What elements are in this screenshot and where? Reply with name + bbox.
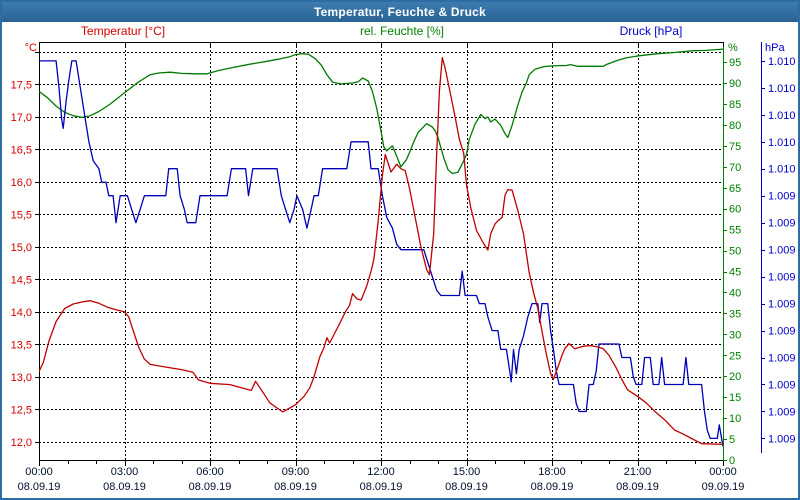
legend-humidity: rel. Feuchte [%] xyxy=(360,24,444,38)
axis-ticks xyxy=(35,42,765,466)
celsius-axis-unit: °C xyxy=(25,42,37,54)
humidity-tick-label: 0 xyxy=(729,455,735,467)
time-label: 12:00 xyxy=(367,466,395,478)
pressure-tick-label: 1.009 xyxy=(768,433,796,445)
date-label: 08.09.19 xyxy=(531,481,574,493)
hpa-axis-unit: hPa xyxy=(765,42,785,54)
time-label: 09:00 xyxy=(282,466,310,478)
time-label: 06:00 xyxy=(196,466,224,478)
humidity-tick-label: 55 xyxy=(729,225,741,237)
temp-tick-label: 15,0 xyxy=(11,242,32,254)
pressure-tick-label: 1.009 xyxy=(768,245,796,257)
temp-tick-label: 12,0 xyxy=(11,437,32,449)
humidity-tick-label: 45 xyxy=(729,267,741,279)
time-label: 15:00 xyxy=(453,466,481,478)
temp-tick-label: 14,5 xyxy=(11,274,32,286)
humidity-tick-label: 80 xyxy=(729,120,741,132)
humidity-tick-label: 25 xyxy=(729,350,741,362)
temp-tick-label: 13,0 xyxy=(11,372,32,384)
window-title: Temperatur, Feuchte & Druck xyxy=(314,5,486,19)
temp-tick-label: 15,5 xyxy=(11,209,32,221)
humidity-tick-label: 5 xyxy=(729,434,735,446)
pressure-tick-label: 1.009 xyxy=(768,191,796,203)
date-label: 09.09.19 xyxy=(702,481,745,493)
time-label: 00:00 xyxy=(25,466,53,478)
humidity-tick-label: 20 xyxy=(729,371,741,383)
date-label: 08.09.19 xyxy=(189,481,232,493)
pressure-tick-label: 1.010 xyxy=(768,83,796,95)
humidity-tick-label: 70 xyxy=(729,162,741,174)
date-label: 08.09.19 xyxy=(616,481,659,493)
temp-tick-label: 12,5 xyxy=(11,404,32,416)
temp-tick-label: 14,0 xyxy=(11,307,32,319)
humidity-tick-label: 75 xyxy=(729,141,741,153)
legend-temperature: Temperatur [°C] xyxy=(81,24,165,38)
window-title-bar[interactable]: Temperatur, Feuchte & Druck xyxy=(2,2,798,22)
time-label: 21:00 xyxy=(624,466,652,478)
time-label: 03:00 xyxy=(111,466,139,478)
date-label: 08.09.19 xyxy=(360,481,403,493)
gridlines xyxy=(39,42,723,460)
humidity-tick-label: 95 xyxy=(729,57,741,69)
temperature-series-line xyxy=(39,56,723,446)
time-label: 00:00 xyxy=(709,466,737,478)
pressure-tick-label: 1.009 xyxy=(768,353,796,365)
pressure-tick-label: 1.010 xyxy=(768,56,796,68)
time-label: 18:00 xyxy=(538,466,566,478)
humidity-tick-label: 60 xyxy=(729,204,741,216)
temp-tick-label: 16,0 xyxy=(11,177,32,189)
humidity-tick-label: 90 xyxy=(729,78,741,90)
pressure-tick-label: 1.010 xyxy=(768,110,796,122)
temp-tick-label: 13,5 xyxy=(11,339,32,351)
legend-pressure: Druck [hPa] xyxy=(620,24,683,38)
date-label: 08.09.19 xyxy=(18,481,61,493)
temp-tick-label: 16,5 xyxy=(11,144,32,156)
pressure-tick-label: 1.009 xyxy=(768,406,796,418)
percent-axis-unit: % xyxy=(728,42,738,54)
temp-tick-label: 17,5 xyxy=(11,79,32,91)
humidity-tick-label: 85 xyxy=(729,99,741,111)
humidity-tick-label: 30 xyxy=(729,329,741,341)
date-label: 08.09.19 xyxy=(274,481,317,493)
plot-frame xyxy=(39,42,762,461)
pressure-series-line xyxy=(39,60,723,447)
temp-tick-label: 17,0 xyxy=(11,112,32,124)
temperature-axis-labels: 17,5 17,0 16,5 16,0 15,5 15,0 14,5 14,0 13,5 13,0… xyxy=(11,79,32,449)
pressure-tick-label: 1.009 xyxy=(768,272,796,284)
pressure-tick-label: 1.010 xyxy=(768,164,796,176)
pressure-tick-label: 1.010 xyxy=(768,137,796,149)
pressure-tick-label: 1.009 xyxy=(768,326,796,338)
date-label: 08.09.19 xyxy=(103,481,146,493)
humidity-tick-label: 65 xyxy=(729,183,741,195)
pressure-tick-label: 1.009 xyxy=(768,218,796,230)
humidity-tick-label: 40 xyxy=(729,287,741,299)
x-axis-labels: 00:00 08.09.19 03:00 08.09.19 06:00 08.09.19 0… xyxy=(18,466,745,493)
pressure-tick-label: 1.009 xyxy=(768,379,796,391)
humidity-tick-label: 35 xyxy=(729,308,741,320)
humidity-tick-label: 50 xyxy=(729,246,741,258)
date-label: 08.09.19 xyxy=(445,481,488,493)
pressure-tick-label: 1.009 xyxy=(768,299,796,311)
humidity-series-line xyxy=(39,48,723,175)
humidity-tick-label: 10 xyxy=(729,413,741,425)
pressure-axis-labels: 1.010 1.010 1.010 1.010 1.010 1.009 1.009 1.009… xyxy=(768,56,796,446)
humidity-tick-label: 15 xyxy=(729,392,741,404)
